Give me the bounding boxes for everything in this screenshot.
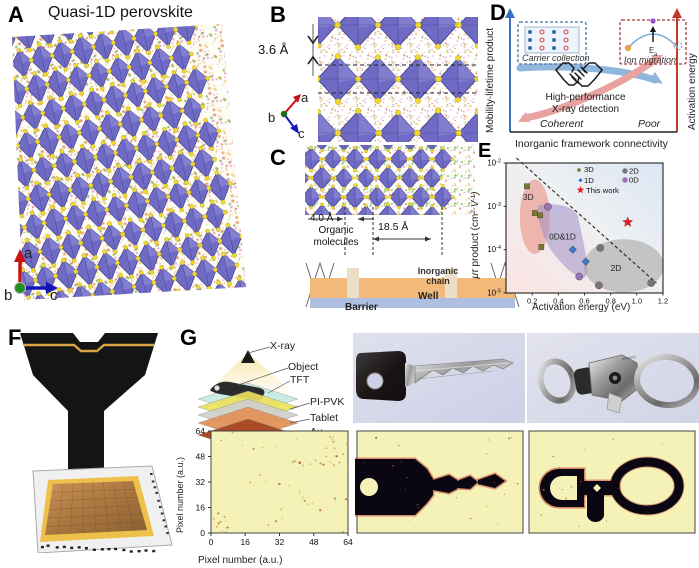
svg-text:16: 16 [240, 537, 250, 547]
svg-text:1D: 1D [584, 176, 594, 185]
svg-text:48: 48 [309, 537, 319, 547]
svg-text:48: 48 [196, 452, 206, 462]
svg-text:16: 16 [196, 503, 206, 513]
svg-text:32: 32 [196, 477, 206, 487]
svg-text:0D&1D: 0D&1D [549, 232, 576, 242]
svg-text:3D: 3D [584, 165, 594, 174]
svg-text:This work: This work [586, 186, 619, 195]
svg-text:b: b [268, 110, 275, 125]
svg-text:b: b [4, 287, 12, 303]
svg-text:Pixel number (a.u.): Pixel number (a.u.) [175, 457, 185, 533]
svg-text:0D: 0D [629, 176, 639, 185]
svg-text:0: 0 [209, 537, 214, 547]
svg-text:0: 0 [200, 528, 205, 538]
svg-text:c: c [298, 126, 305, 138]
svg-text:64: 64 [343, 537, 353, 547]
svg-text:32: 32 [275, 537, 285, 547]
svg-text:c: c [50, 287, 58, 303]
svg-text:3D: 3D [523, 192, 534, 202]
svg-text:2D: 2D [611, 263, 622, 273]
svg-text:μτ product (cm2 V-1): μτ product (cm2 V-1) [470, 192, 481, 280]
svg-text:2D: 2D [629, 167, 639, 176]
svg-text:Ion migration: Ion migration [624, 55, 676, 65]
svg-text:a: a [24, 248, 33, 262]
svg-text:64: 64 [196, 426, 206, 436]
svg-text:a: a [301, 92, 309, 105]
